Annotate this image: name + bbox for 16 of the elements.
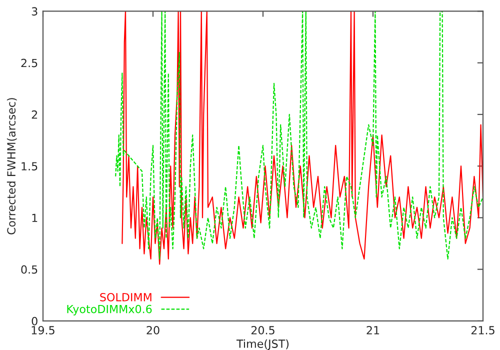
x-tick-label: 20.5 [251, 326, 274, 334]
y-tick-label: 0 [32, 316, 38, 326]
y-axis-title: Corrected FWHM(arcsec) [6, 98, 17, 234]
y-tick-label: 2.5 [21, 58, 38, 68]
y-tick-label: 2 [32, 110, 38, 119]
x-axis-title: Time(JST) [236, 339, 289, 350]
x-tick-label: 21 [366, 326, 380, 334]
y-tick-label: 0.5 [21, 265, 38, 274]
x-tick-label: 21.5 [471, 326, 494, 334]
y-tick-label: 1 [32, 214, 38, 222]
x-tick-label: 19.5 [32, 326, 54, 334]
y-tick-label: 3 [32, 7, 38, 16]
x-tick-label: 20 [146, 326, 160, 334]
legend-label: KyotoDIMMx0.6 [67, 304, 152, 316]
legend-label: SOLDIMM [100, 292, 152, 302]
y-tick-label: 1.5 [22, 162, 38, 170]
